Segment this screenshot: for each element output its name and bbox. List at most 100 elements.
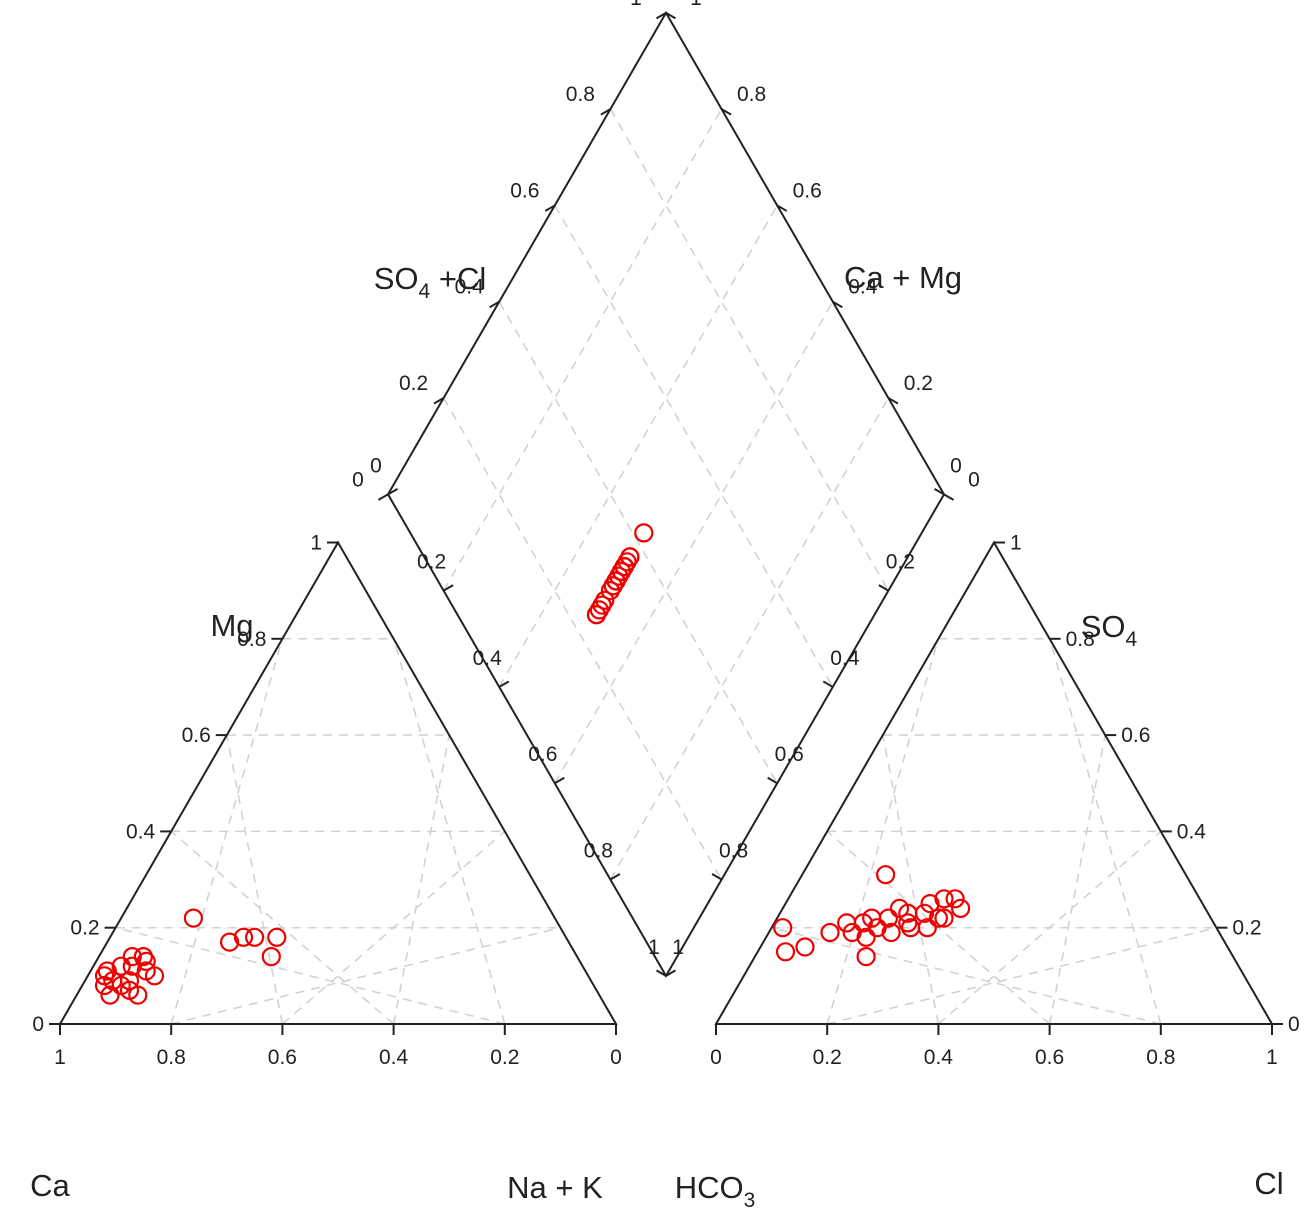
diamond-upper-right-tick [665,11,677,20]
diamond-sample-point [586,605,607,625]
anion-sample-point [950,898,971,919]
diamond-sample-point [634,523,654,543]
anion-sample-point [837,913,857,933]
diamond-upper-left-tick [600,108,611,116]
anion-sample-point [795,937,815,957]
anion-sample-point [856,927,876,947]
diamond-upper-left-label: 1 [630,0,642,10]
diamond-lower-left-tick [554,776,565,785]
diamond-lower-right-label: 0 [950,454,962,477]
diamond-lower-left-label: 1 [648,936,660,959]
diamond-sample-point [606,571,626,591]
diamond-sample-point [592,595,612,615]
diamond-lower-right-tick [711,873,723,881]
anion-right-label: 0.2 [1232,917,1261,940]
cation-sample-point [111,956,131,976]
diamond-lower-left-label: 0.2 [417,551,446,574]
anion-grid-r [937,830,1162,1025]
cation-grid-r [392,638,506,1025]
diamond-lower-left-tick [443,584,454,592]
cation-left-label: 0.8 [237,628,266,651]
anion-sample-point [820,922,840,943]
diamond-upper-left-label: 0.6 [510,179,539,202]
anion-sample-point [875,865,896,885]
anion-grid-l [771,926,1161,1025]
diamond-lower-left-tick [498,680,510,688]
cation-sample-point [267,927,287,947]
diamond-lower-left-tick [609,873,621,881]
cation-sample-point [245,927,265,947]
cation-sample-point [144,966,165,986]
diamond-camg-axis-label: Ca + Mg [844,260,962,295]
diamond-lower-left-label: 0 [370,454,382,477]
anion-sample-point [920,893,940,914]
diamond-upper-right-label: 0 [968,468,980,491]
diamond-upper-left-label: 0.8 [566,83,595,106]
diamond-lower-left-label: 0.6 [528,743,557,766]
diamond-grid-b [498,205,778,688]
anion-grid-r [1048,734,1106,1025]
diamond-lower-right-label: 1 [672,936,684,959]
anion-base-label: 0 [710,1046,722,1069]
diamond-lower-left-tick [665,969,677,977]
cation-base-label: 0.8 [157,1046,186,1069]
cation-grid-r [281,830,506,1025]
anion-right-label: 0.8 [1066,628,1095,651]
anion-sample-point [914,903,935,923]
anion-base-label: 0.4 [924,1046,954,1069]
diamond-upper-right-label: 0.2 [904,372,933,395]
tick-layer [49,11,1283,1035]
diamond-lower-right-tick [822,680,834,688]
diamond-grid-a [609,108,890,592]
cation-sample-point [136,951,156,972]
anion-sample-point [881,922,901,943]
anion-sample-point [842,922,862,943]
diamond-upper-left-tick [544,204,556,212]
point-layer [94,523,971,1005]
diamond-lower-right-tick [933,487,945,496]
diamond-upper-right-tick [943,493,955,501]
cation-grid-r [171,926,561,1025]
diamond-lower-right-label: 0.6 [775,743,804,766]
cation-sample-point [100,985,120,1005]
cation-sample-point [233,927,254,947]
cation-nak-axis-label: Na + K [507,1170,603,1205]
diamond-upper-right-tick [776,204,788,212]
cation-left-label: 0.6 [182,724,211,747]
diamond-lower-right-tick [655,969,667,977]
diamond-grid-a [498,301,778,784]
diamond-sample-point [614,556,634,577]
anion-cl-axis-label: Cl [1254,1166,1283,1201]
grid-layer [115,108,1217,1025]
cation-sample-point [128,985,148,1005]
cation-left-label: 0 [32,1013,44,1036]
diamond-upper-right-tick [721,108,732,116]
diamond-grid-a [442,397,723,880]
cation-triangle-frame [58,540,618,1025]
anion-base-label: 0.8 [1146,1046,1175,1069]
anion-sample-point [862,908,882,928]
cation-sample-point [97,961,117,981]
cation-sample-point [183,908,203,928]
anion-sample-point [945,889,965,909]
diamond-upper-right-label: 1 [690,0,702,10]
anion-right-label: 0.6 [1121,724,1150,747]
anion-grid-r [827,926,1217,1025]
diamond-upper-left-label: 0 [352,468,364,491]
cation-base-label: 0.4 [379,1046,409,1069]
cation-sample-point [122,946,142,967]
diamond-lower-right-label: 0.8 [719,840,748,863]
anion-triangle-frame [714,540,1274,1025]
diamond-lower-left-tick [387,487,399,496]
cation-left-label: 0.2 [70,917,99,940]
diamond-lower-left-label: 0.4 [473,647,503,670]
diamond-upper-left-tick [433,397,445,405]
diamond-lower-right-tick [878,584,889,592]
diamond-lower-left-label: 0.8 [584,840,613,863]
label-layer: 1 0.8 0.6 0.4 0.2 000.20.40.60.810 0.2 0.4 0.6 0.… [30,0,1300,1209]
diamond-upper-left-tick [655,11,667,20]
anion-sample-point [934,889,954,909]
anion-sample-point [856,946,876,967]
cation-base-label: 0 [610,1046,622,1069]
